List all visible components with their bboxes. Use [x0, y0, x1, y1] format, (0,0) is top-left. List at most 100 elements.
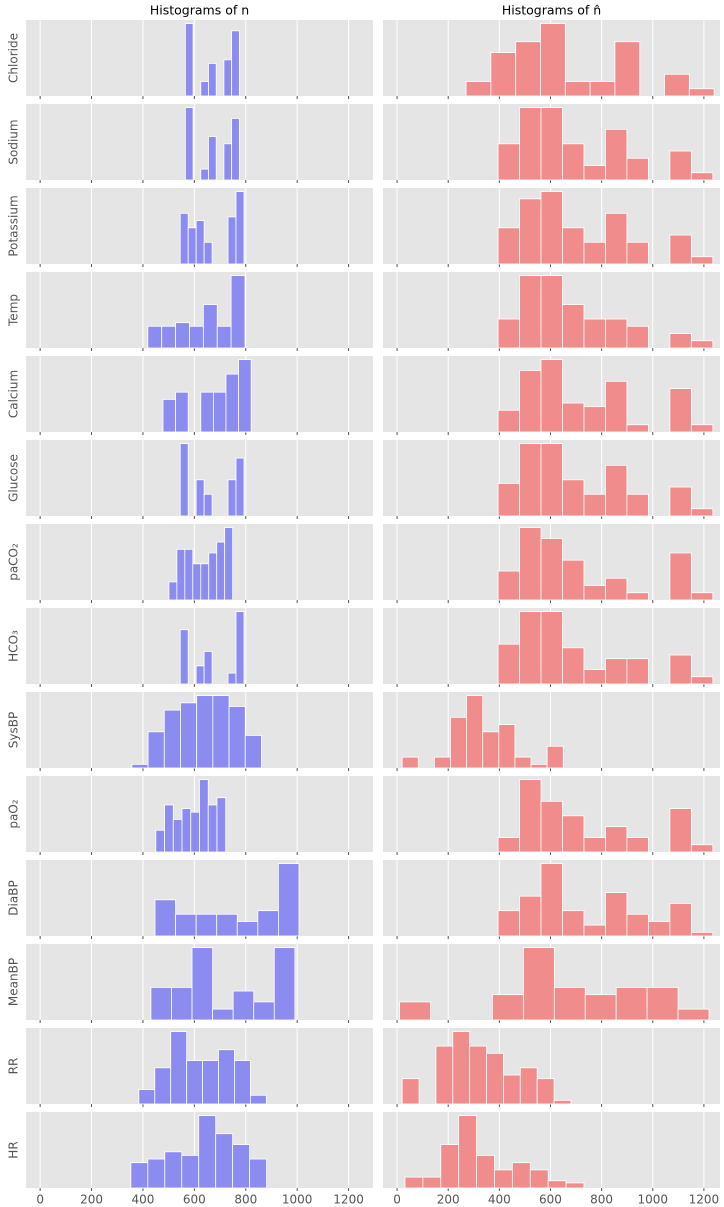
x-tick-label: 1200 — [689, 1193, 720, 1207]
bar — [253, 1001, 275, 1021]
bar — [171, 987, 193, 1021]
bar — [184, 23, 194, 97]
bar — [244, 735, 262, 769]
bar — [154, 899, 176, 937]
bar — [583, 669, 606, 685]
bar — [677, 1008, 710, 1021]
bar — [399, 1001, 431, 1021]
bar — [519, 611, 542, 685]
bar — [203, 493, 213, 517]
bar — [690, 931, 714, 937]
bar — [690, 256, 714, 265]
bar — [562, 910, 585, 937]
bar — [626, 325, 649, 349]
bar — [216, 913, 238, 937]
bar — [605, 658, 628, 685]
panel-background — [383, 1112, 720, 1188]
bar — [170, 1031, 188, 1105]
bar — [519, 895, 542, 937]
bar — [440, 1144, 460, 1189]
bar — [207, 804, 218, 853]
bar — [195, 665, 205, 685]
x-tick-label: 600 — [539, 1193, 562, 1207]
column-title: Histograms of n̂ — [502, 3, 601, 18]
row-label: MeanBP — [7, 958, 21, 1006]
bar — [605, 464, 628, 517]
bar — [450, 716, 468, 769]
bar — [626, 837, 649, 853]
bar — [605, 577, 628, 601]
bar — [583, 585, 606, 601]
bar — [235, 457, 245, 517]
bar — [150, 987, 172, 1021]
bar — [519, 443, 542, 517]
bar — [690, 592, 714, 601]
bar — [562, 559, 585, 601]
bar — [519, 370, 542, 433]
bar — [200, 81, 209, 97]
bar — [215, 1133, 234, 1189]
bar — [564, 81, 591, 97]
bar — [179, 212, 189, 265]
bar — [589, 81, 616, 97]
bar — [690, 424, 714, 433]
bar — [536, 1078, 555, 1105]
bar — [401, 1078, 420, 1105]
bar — [231, 118, 240, 181]
bar — [690, 676, 714, 685]
bar — [249, 1158, 267, 1189]
bar — [228, 706, 246, 769]
bar — [497, 483, 520, 517]
bar — [583, 165, 606, 181]
bar — [648, 921, 671, 937]
bar — [227, 672, 237, 685]
bar — [231, 30, 240, 97]
row-label: Glucose — [7, 454, 21, 502]
bar — [422, 1176, 442, 1189]
row-label: HR — [7, 1141, 21, 1158]
bar — [208, 552, 218, 601]
bar — [465, 81, 492, 97]
bar — [223, 143, 233, 181]
bar — [435, 1045, 454, 1105]
bar — [186, 1060, 203, 1105]
bar — [235, 191, 245, 265]
bar — [187, 227, 197, 265]
bar — [690, 508, 714, 517]
bar — [130, 1162, 149, 1189]
bar — [690, 340, 714, 349]
bar — [497, 227, 520, 265]
bar — [553, 1099, 572, 1105]
row-label: SysBP — [7, 712, 21, 748]
bar — [401, 756, 419, 769]
bar — [257, 910, 279, 937]
bar — [530, 763, 548, 769]
bar — [514, 756, 532, 769]
bar — [522, 947, 555, 1021]
row-label: paCO₂ — [7, 543, 21, 581]
bar — [626, 592, 649, 601]
bar — [224, 527, 234, 601]
bar — [626, 658, 649, 685]
bar — [669, 333, 692, 349]
bar — [540, 275, 563, 349]
bar — [519, 275, 542, 349]
bar — [236, 921, 259, 937]
bar — [503, 1074, 521, 1105]
bar — [216, 797, 227, 853]
bar — [626, 157, 649, 181]
bar — [626, 241, 649, 265]
bar — [605, 128, 628, 181]
bar — [212, 1008, 234, 1021]
bar — [494, 1169, 513, 1189]
bar — [562, 227, 585, 265]
bar — [669, 234, 692, 265]
bar — [161, 325, 176, 349]
bar — [203, 651, 213, 685]
bar — [181, 808, 192, 853]
x-tick-label: 800 — [234, 1193, 257, 1207]
bar — [200, 563, 210, 601]
bar — [565, 1182, 585, 1189]
bar — [179, 443, 189, 517]
